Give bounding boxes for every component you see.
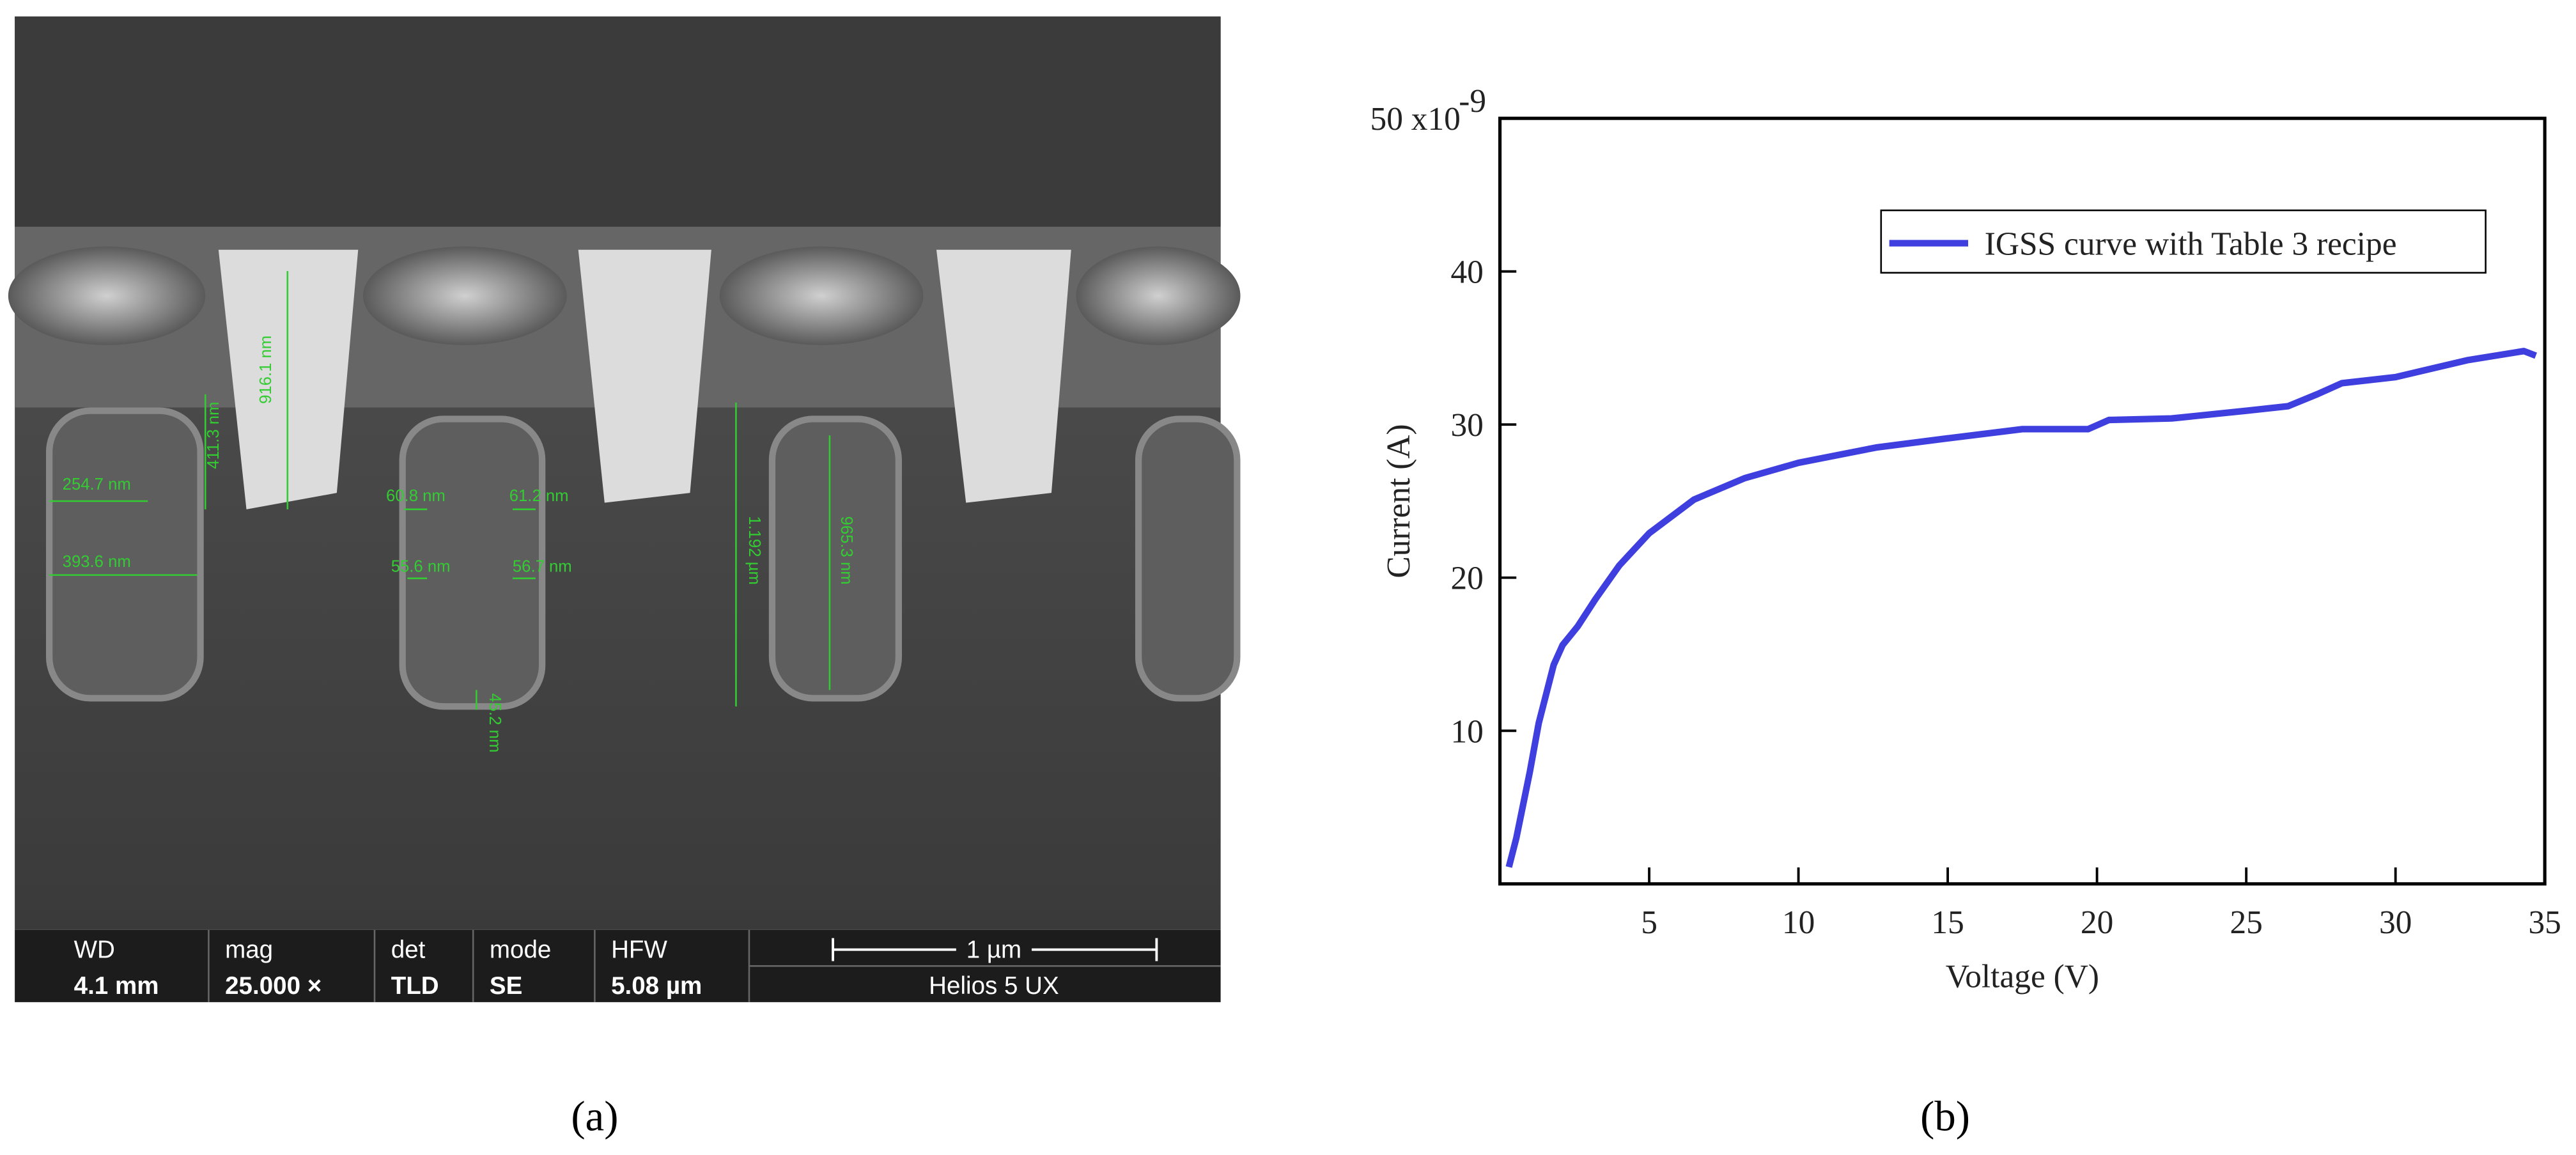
scale-bar-gap <box>956 936 1032 963</box>
measure-label: 965.3 nm <box>837 516 855 585</box>
info-label: mode <box>490 936 551 963</box>
y-tick-label: 20 <box>1450 561 1483 597</box>
x-tick-label: 5 <box>1641 904 1657 941</box>
trench-fill <box>218 249 359 509</box>
dome <box>8 246 206 345</box>
measure-label: 1.192 µm <box>745 516 763 585</box>
y-exponent: -9 <box>1459 83 1486 120</box>
panel-label: (b) <box>1920 1092 1970 1140</box>
x-tick-label: 15 <box>1931 904 1964 941</box>
data-line <box>1505 348 2538 868</box>
y-tick-label: 40 <box>1450 254 1483 291</box>
info-label: WD <box>74 936 115 963</box>
x-axis-label: Voltage (V) <box>1946 959 2099 995</box>
info-value: 25.000 × <box>225 972 322 1000</box>
y-axis-label: Current (A) <box>1381 424 1417 578</box>
measure-label: 61.2 nm <box>509 487 569 505</box>
legend-box <box>1880 209 2487 274</box>
measure-label: 56.7 nm <box>513 558 572 576</box>
sem-top <box>15 16 1221 227</box>
info-label: mag <box>225 936 273 963</box>
pillar <box>45 407 204 702</box>
instrument: Helios 5 UX <box>929 972 1059 1000</box>
x-tick-label: 10 <box>1782 904 1815 941</box>
measure-label: 254.7 nm <box>63 476 131 493</box>
x-tick-label: 30 <box>2379 904 2412 941</box>
info-label: det <box>391 936 426 963</box>
info-fields: WD 4.1 mm mag 25.000 × det TLD mode SE HFW 5.08 µ… <box>74 929 702 1002</box>
y-tick-label: 50 x10 <box>1370 101 1461 137</box>
plot-frame <box>1498 116 2547 886</box>
x-tick-label: 25 <box>2230 904 2262 941</box>
pillar <box>1135 415 1241 702</box>
y-tick-label: 30 <box>1450 407 1483 444</box>
dome <box>719 246 924 345</box>
sem-image: 916.1 nm 411.3 nm 254.7 nm 393.6 nm 60.8… <box>8 16 1241 1002</box>
pillar <box>399 415 546 710</box>
panel-label: (a) <box>571 1092 618 1140</box>
x-tick-label: 35 <box>2528 904 2561 941</box>
legend-label: IGSS curve with Table 3 recipe <box>1985 226 2397 262</box>
scale-bar-label: 1 µm <box>966 936 1021 963</box>
info-label: HFW <box>611 936 667 963</box>
measure-label: 60.8 nm <box>386 487 446 505</box>
trench-fill <box>578 249 711 503</box>
measure-label: 411.3 nm <box>205 402 222 469</box>
pillar <box>768 415 903 702</box>
chart: 5 10 15 20 25 30 35 10 20 30 40 50 x10-9 Voltage (V)… <box>1370 83 2561 995</box>
measure-lines <box>49 271 831 710</box>
trench-fill <box>936 249 1071 503</box>
info-value: SE <box>490 972 522 1000</box>
info-value: 5.08 µm <box>611 972 702 1000</box>
x-tick-label: 20 <box>2081 904 2113 941</box>
measure-label: 55.6 nm <box>391 558 451 576</box>
measure-label: 393.6 nm <box>63 553 131 571</box>
measure-label: 45.2 nm <box>486 694 504 753</box>
y-tick-label: 10 <box>1450 713 1483 750</box>
dome <box>363 246 567 345</box>
measure-label: 916.1 nm <box>257 336 275 404</box>
dome <box>1076 246 1241 345</box>
info-value: 4.1 mm <box>74 972 159 1000</box>
info-value: TLD <box>391 972 439 1000</box>
